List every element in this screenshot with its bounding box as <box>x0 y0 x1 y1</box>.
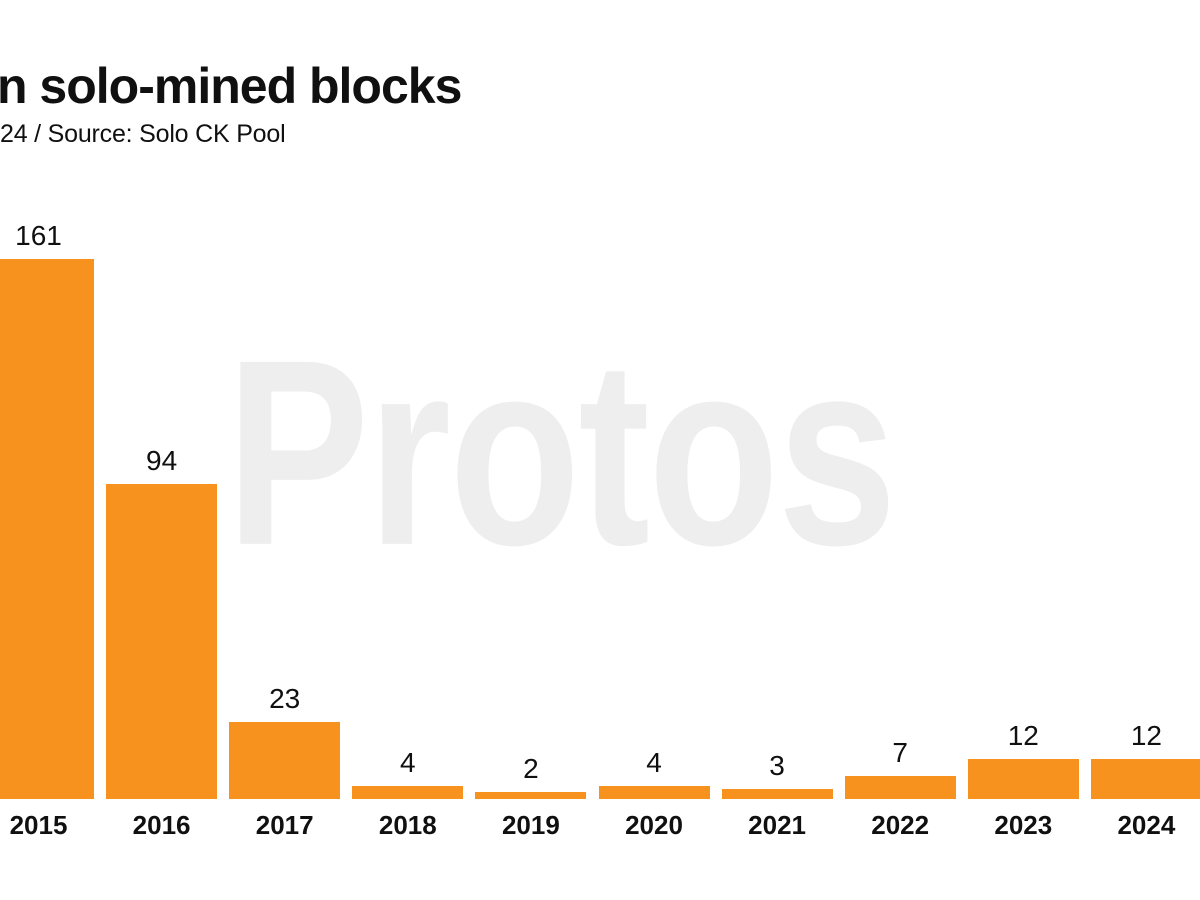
bar-value-label: 12 <box>1130 720 1162 751</box>
bar-year-label: 2019 <box>501 810 560 840</box>
bar-year-label: 2016 <box>132 810 191 840</box>
bar <box>106 484 218 799</box>
bar <box>475 792 587 799</box>
bar <box>844 776 956 799</box>
bar-year-label: 2024 <box>1117 810 1176 840</box>
bar-value-label: 7 <box>892 737 908 768</box>
bar-value-label: 161 <box>15 220 62 251</box>
chart-title: n solo-mined blocks <box>0 58 462 114</box>
bar <box>721 789 833 799</box>
bar-year-label: 2023 <box>994 810 1053 840</box>
bar-value-label: 4 <box>400 747 416 778</box>
bar-year-label: 2020 <box>625 810 683 840</box>
bar <box>1090 759 1200 799</box>
bar <box>352 786 464 799</box>
bar-year-label: 2017 <box>255 810 314 840</box>
bar-year-label: 2015 <box>9 810 68 840</box>
bar-value-label: 23 <box>269 683 301 714</box>
bar-year-label: 2022 <box>871 810 930 840</box>
bar-year-label: 2018 <box>378 810 437 840</box>
bar-value-label: 94 <box>146 445 178 476</box>
bar-value-label: 3 <box>769 750 785 781</box>
protos-watermark: Protos <box>226 304 897 601</box>
bar-year-label: 2021 <box>748 810 807 840</box>
chart-subtitle: 24 / Source: Solo CK Pool <box>0 120 286 148</box>
bar <box>598 786 710 799</box>
bar <box>229 722 341 799</box>
bar-value-label: 4 <box>646 747 662 778</box>
bar-value-label: 12 <box>1007 720 1039 751</box>
bar <box>967 759 1079 799</box>
bar <box>0 259 94 799</box>
bar-value-label: 2 <box>523 753 539 784</box>
